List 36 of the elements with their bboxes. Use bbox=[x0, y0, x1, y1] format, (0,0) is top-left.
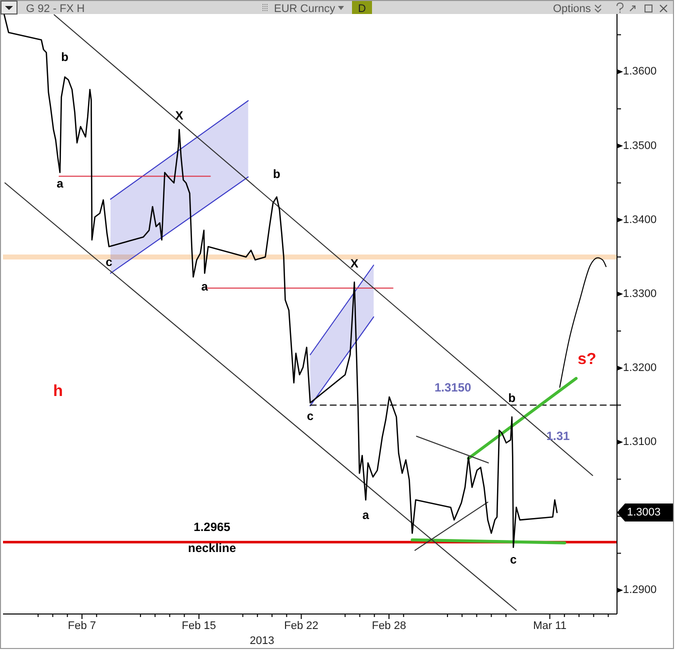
annotation: EUR Curncy bbox=[274, 3, 336, 15]
x-axis-title: 2013 bbox=[250, 635, 274, 647]
y-tick-label: 1.3300 bbox=[623, 288, 657, 300]
ref-line-label: 1.2965 bbox=[194, 520, 231, 534]
annotation: b bbox=[61, 50, 68, 64]
annotation: a bbox=[362, 508, 370, 522]
text: 1.3003 bbox=[627, 506, 661, 518]
x-tick-label: Feb 28 bbox=[372, 620, 406, 632]
y-tick-label: 1.3400 bbox=[623, 214, 657, 226]
annotation: c bbox=[306, 409, 314, 424]
y-tick-label: 1.3100 bbox=[623, 436, 657, 448]
annotation: h bbox=[53, 383, 63, 400]
annotation: b bbox=[508, 391, 516, 406]
y-tick-label: 1.2900 bbox=[623, 584, 657, 596]
x-tick-label: Mar 11 bbox=[533, 620, 567, 632]
x-tick-label: Feb 22 bbox=[284, 620, 318, 632]
annotation: 1.31 bbox=[546, 429, 570, 444]
annotation: a bbox=[56, 176, 64, 191]
annotation: b bbox=[273, 167, 280, 182]
annotation: s? bbox=[578, 351, 596, 368]
annotation: neckline bbox=[188, 541, 236, 556]
annotation: c bbox=[106, 254, 113, 269]
annotation: c bbox=[510, 552, 518, 567]
annotation: Options bbox=[553, 3, 592, 15]
annotation: 1.3150 bbox=[434, 380, 472, 394]
y-tick-label: 1.3600 bbox=[623, 66, 657, 78]
annotation: G 92 - FX H bbox=[26, 3, 85, 15]
annotation: X bbox=[350, 256, 358, 270]
x-tick-label: Feb 7 bbox=[68, 620, 96, 632]
y-tick-label: 1.3200 bbox=[623, 362, 657, 374]
annotation: D bbox=[358, 3, 366, 15]
annotation: X bbox=[175, 108, 184, 123]
y-tick-label: 1.3500 bbox=[623, 140, 657, 152]
x-tick-label: Feb 15 bbox=[182, 620, 216, 632]
annotation: a bbox=[201, 279, 208, 294]
line-series bbox=[559, 257, 607, 388]
